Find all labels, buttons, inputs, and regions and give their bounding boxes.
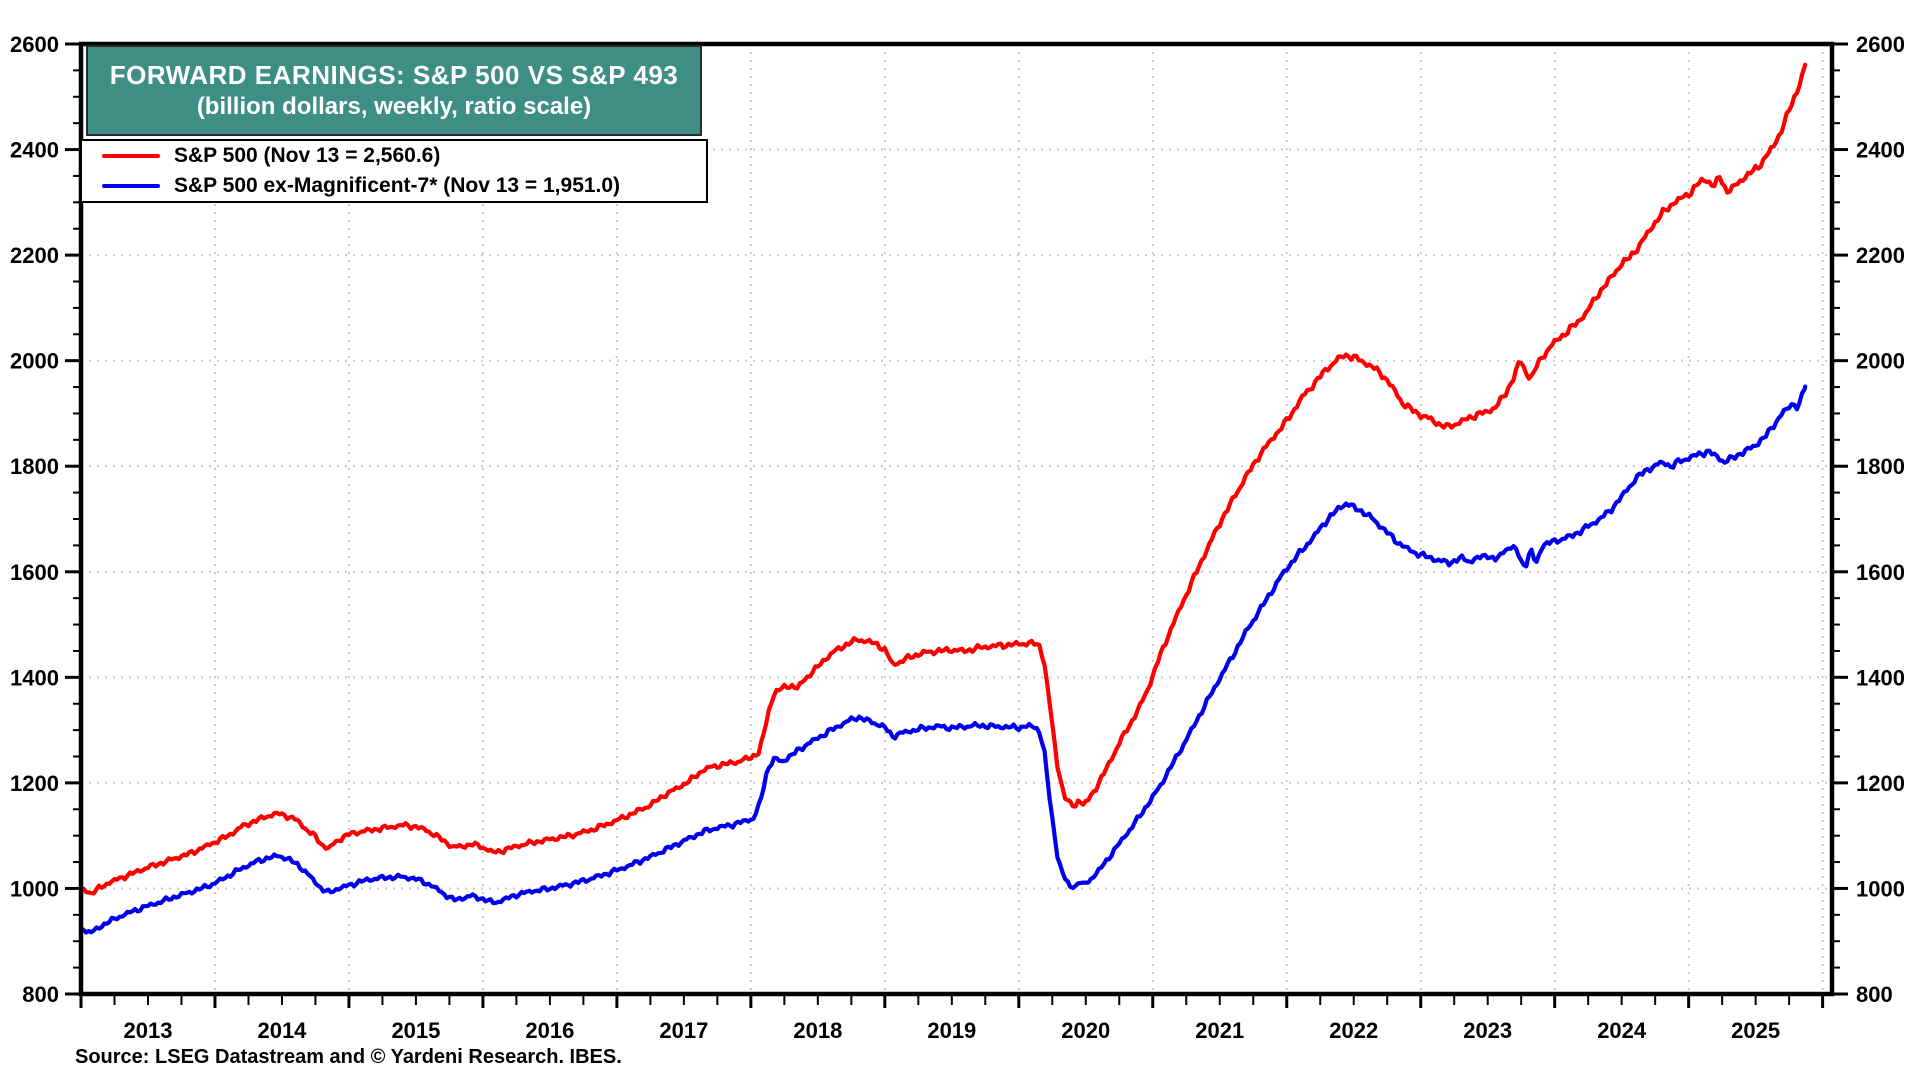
sp500-legend-label: S&P 500 (Nov 13 = 2,560.6) (174, 144, 441, 167)
legend-row-sp493: S&P 500 ex-Magnificent-7* (Nov 13 = 1,95… (102, 173, 706, 199)
y-axis-tick-label-left: 1600 (10, 560, 59, 585)
y-axis-tick-label-right: 2000 (1856, 349, 1905, 374)
y-axis-tick-label-right: 1000 (1856, 876, 1905, 901)
series-line-sp493 (81, 384, 1808, 935)
y-axis-tick-label-left: 1800 (10, 454, 59, 479)
y-axis-tick-label-left: 1000 (10, 876, 59, 901)
sp500-line-swatch (102, 154, 160, 158)
chart-subtitle: (billion dollars, weekly, ratio scale) (196, 92, 592, 120)
chart-title: FORWARD EARNINGS: S&P 500 VS S&P 493 (109, 60, 679, 91)
y-axis-tick-label-right: 2400 (1856, 138, 1905, 163)
legend-row-sp500: S&P 500 (Nov 13 = 2,560.6) (102, 143, 706, 169)
x-axis-tick-label: 2019 (927, 1018, 976, 1043)
source-attribution: Source: LSEG Datastream and © Yardeni Re… (75, 1046, 622, 1068)
x-axis-tick-label: 2020 (1061, 1018, 1110, 1043)
y-axis-tick-label-right: 800 (1856, 982, 1893, 1007)
x-axis-tick-label: 2018 (793, 1018, 842, 1043)
y-axis: 800 800 1000 1000 1200 1200 1400 1400 1600 1600 18… (10, 32, 1905, 1007)
x-axis-tick-label: 2021 (1195, 1018, 1244, 1043)
x-axis-tick-label: 2023 (1463, 1018, 1512, 1043)
x-axis-tick-label: 2024 (1597, 1018, 1647, 1043)
y-axis-tick-label-right: 2600 (1856, 32, 1905, 57)
x-axis-tick-label: 2014 (257, 1018, 307, 1043)
x-axis-tick-label: 2025 (1731, 1018, 1780, 1043)
x-axis-tick-label: 2016 (525, 1018, 574, 1043)
y-axis-tick-label-left: 2600 (10, 32, 59, 57)
legend: S&P 500 (Nov 13 = 2,560.6) S&P 500 ex-Ma… (80, 139, 708, 203)
y-axis-tick-label-left: 2200 (10, 243, 59, 268)
x-axis-tick-label: 2015 (391, 1018, 440, 1043)
x-axis-tick-label: 2017 (659, 1018, 708, 1043)
x-axis-tick-label: 2013 (124, 1018, 173, 1043)
y-axis-tick-label-left: 1400 (10, 665, 59, 690)
y-axis-tick-label-left: 2000 (10, 349, 59, 374)
y-axis-tick-label-left: 800 (22, 982, 59, 1007)
sp493-legend-label: S&P 500 ex-Magnificent-7* (Nov 13 = 1,95… (174, 174, 621, 197)
x-axis-tick-label: 2022 (1329, 1018, 1378, 1043)
data-series (81, 62, 1808, 935)
series-line-sp500 (81, 62, 1808, 896)
y-axis-tick-label-right: 1600 (1856, 560, 1905, 585)
y-axis-tick-label-right: 2200 (1856, 243, 1905, 268)
y-axis-tick-label-left: 1200 (10, 771, 59, 796)
chart-title-box: FORWARD EARNINGS: S&P 500 VS S&P 493 (bi… (86, 45, 702, 136)
y-axis-tick-label-right: 1400 (1856, 665, 1905, 690)
plot-frame (78, 41, 1835, 997)
x-axis: 2013 2014 2015 2016 2017 2018 2019 2020 2021 2022… (79, 994, 1825, 1043)
y-axis-tick-label-right: 1800 (1856, 454, 1905, 479)
y-axis-tick-label-left: 2400 (10, 138, 59, 163)
y-axis-tick-label-right: 1200 (1856, 771, 1905, 796)
sp493-line-swatch (102, 184, 160, 188)
